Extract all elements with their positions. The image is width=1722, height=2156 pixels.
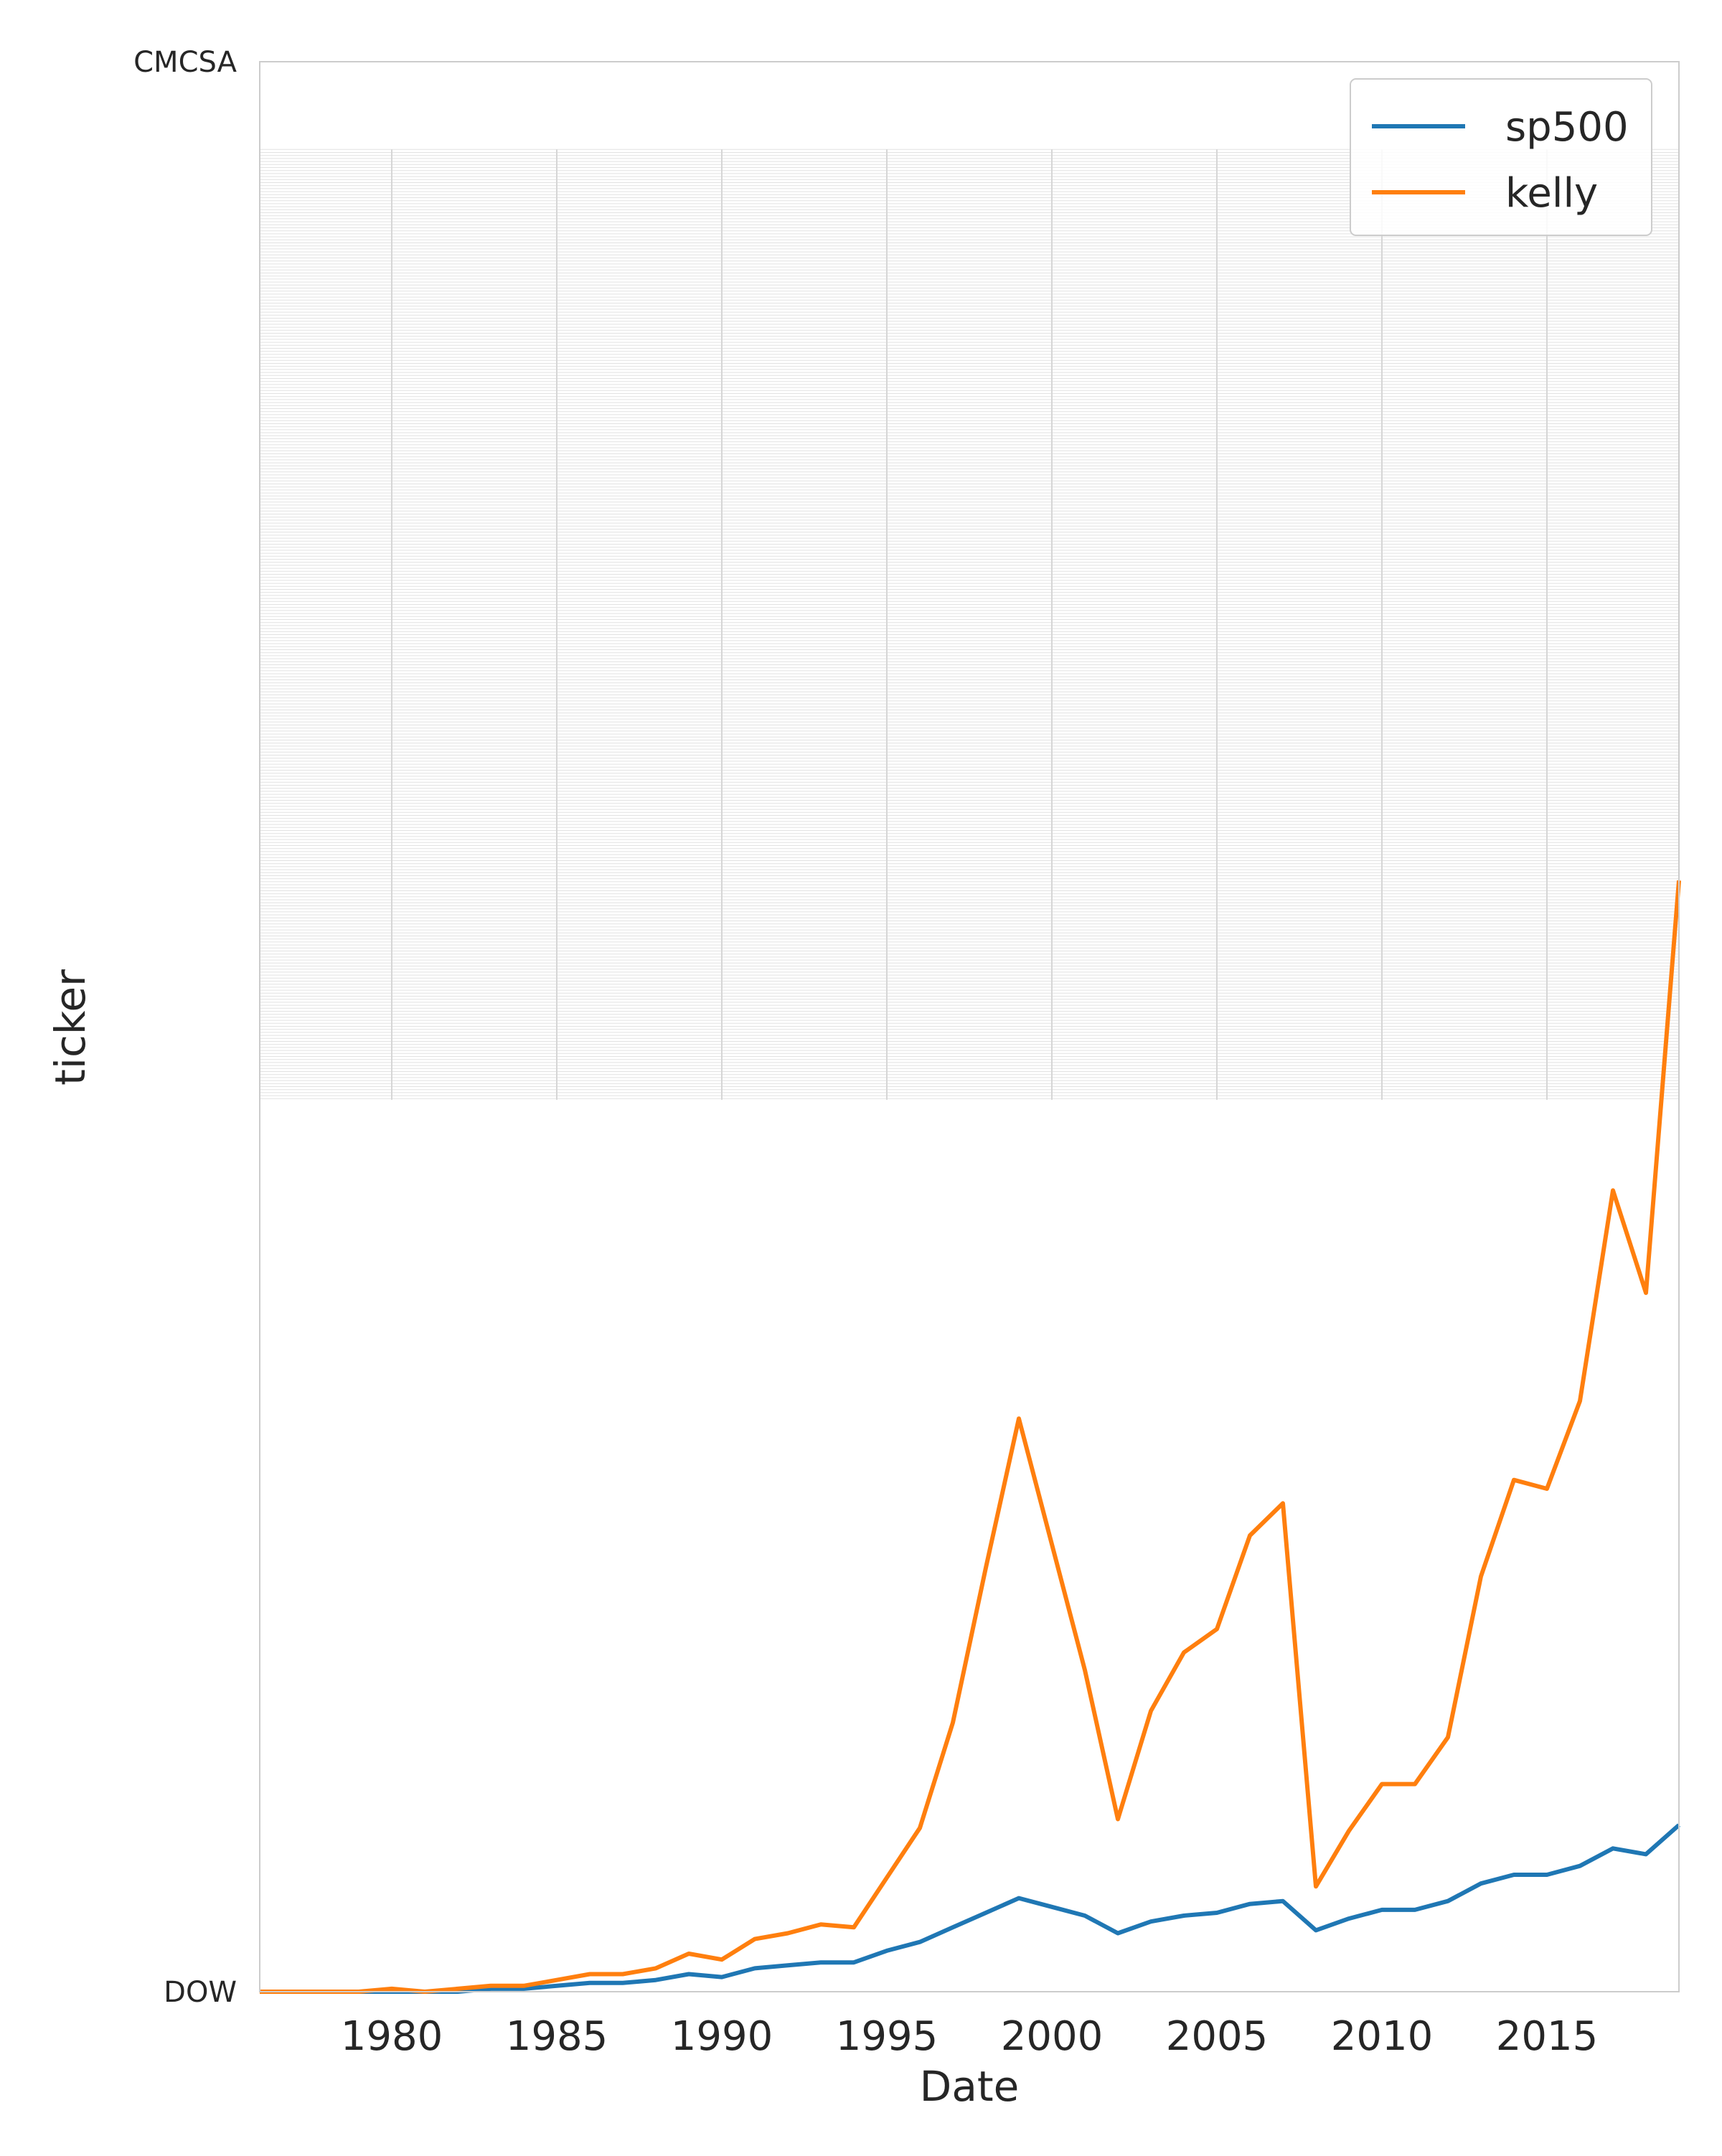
y-tick-label-first: DOW xyxy=(164,1976,237,2009)
x-tick-label: 1985 xyxy=(506,2013,608,2060)
x-axis-label: Date xyxy=(920,2062,1020,2111)
x-tick-label: 2010 xyxy=(1331,2013,1434,2060)
x-tick-label: 1990 xyxy=(671,2013,773,2060)
x-tick-label: 2015 xyxy=(1496,2013,1599,2060)
x-tick-labels: 1980 1985 1990 1995 2000 2005 2010 2015 xyxy=(341,2013,1599,2060)
x-tick-label: 2005 xyxy=(1166,2013,1269,2060)
x-tick-label: 2000 xyxy=(1001,2013,1104,2060)
series-layer xyxy=(260,880,1681,1994)
legend-label-sp500: sp500 xyxy=(1505,104,1629,151)
legend-label-kelly: kelly xyxy=(1505,170,1598,217)
legend-box xyxy=(1350,78,1652,236)
x-tick-label: 1995 xyxy=(836,2013,938,2060)
legend: sp500 kelly xyxy=(1350,78,1652,236)
y-tick-label-last: CMCSA xyxy=(133,46,237,79)
series-line-kelly xyxy=(260,880,1681,1994)
y-tick-labels: DOW CMCSA xyxy=(133,46,237,2009)
y-axis-label: ticker xyxy=(46,969,95,1086)
x-tick-label: 1980 xyxy=(341,2013,443,2060)
plot-frame xyxy=(259,61,1680,1992)
series-line-sp500 xyxy=(260,1823,1680,1994)
